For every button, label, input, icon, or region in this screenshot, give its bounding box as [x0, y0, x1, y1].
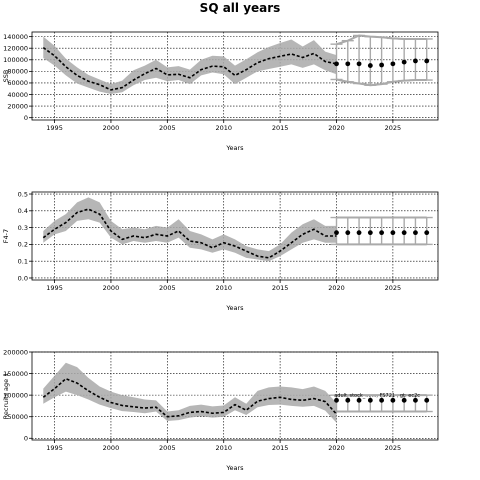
projection-median-point — [413, 397, 418, 403]
x-tick-label: 2010 — [215, 444, 232, 452]
x-axis-label: Years — [225, 304, 244, 312]
projection-median-point — [345, 61, 351, 67]
y-axis-label: SSB — [2, 70, 10, 83]
confidence-band — [43, 36, 337, 94]
y-tick-label: 0.5 — [18, 190, 28, 198]
x-tick-label: 2015 — [272, 124, 289, 132]
panels: 1995 2000 2005 2010 2015 2020 2025020000400006… — [2, 31, 439, 472]
y-tick-label: 120000 — [3, 45, 28, 53]
projection-median-point — [390, 230, 396, 236]
x-tick-label: 2005 — [159, 284, 176, 292]
y-tick-label: 50000 — [7, 413, 28, 421]
x-tick-label: 2015 — [272, 284, 289, 292]
plot-frame — [31, 191, 439, 281]
plot-frame — [31, 31, 439, 121]
x-tick-label: 2000 — [103, 124, 120, 132]
y-tick-label: 0 — [24, 435, 28, 443]
projection-median-point — [379, 397, 385, 403]
y-tick-label: 140000 — [3, 33, 28, 41]
x-tick-label: 2000 — [103, 284, 120, 292]
y-tick-label: 60000 — [7, 79, 28, 87]
projection-median-point — [367, 230, 373, 236]
projection-median-point — [401, 397, 407, 403]
projection-median-point — [367, 397, 373, 403]
x-tick-label: 1995 — [46, 444, 63, 452]
y-tick-label: 0.1 — [18, 257, 28, 265]
median-line — [42, 46, 337, 91]
chart-annotation: adult_stock_... ..., FS721 , gt: ec2c — [334, 393, 420, 399]
projection-median-point — [356, 61, 362, 67]
x-tick-label: 2020 — [328, 284, 345, 292]
projection-median-point — [413, 58, 418, 64]
projection-median-point — [379, 230, 385, 236]
x-tick-label: 2000 — [103, 444, 120, 452]
projection-median-point — [379, 62, 385, 68]
y-tick-label: 0.4 — [18, 207, 28, 215]
projection-median-point — [390, 61, 396, 67]
y-tick-label: 0.2 — [18, 241, 28, 249]
projection-median-point — [424, 230, 430, 236]
x-axis-label: Years — [225, 144, 244, 152]
y-tick-label: 0.3 — [18, 224, 28, 232]
projection-median-point — [356, 397, 362, 403]
chart-panel: 1995 2000 2005 2010 2015 2020 2025 0 50000 100000… — [2, 348, 439, 472]
y-tick-label: 200000 — [3, 348, 28, 356]
y-tick-label: 0 — [24, 114, 28, 122]
x-tick-label: 2015 — [272, 444, 289, 452]
x-axis-label: Years — [225, 464, 244, 472]
confidence-band — [43, 362, 337, 423]
y-tick-label: 80000 — [7, 68, 28, 76]
x-tick-label: 2025 — [385, 444, 402, 452]
y-axis-label: F4-7 — [2, 229, 10, 243]
y-tick-label: 100000 — [3, 56, 28, 64]
x-tick-label: 2005 — [159, 124, 176, 132]
y-tick-label: 150000 — [3, 370, 28, 378]
projection-median-point — [401, 59, 407, 65]
y-axis-label: Recruits age 1 — [2, 373, 10, 420]
projection-median-point — [390, 397, 396, 403]
x-tick-label: 1995 — [46, 284, 63, 292]
projection-median-point — [424, 397, 430, 403]
projection-median-point — [367, 63, 373, 68]
x-tick-label: 1995 — [46, 124, 63, 132]
projection-median-point — [356, 230, 362, 236]
confidence-band — [43, 197, 337, 262]
chart-panel: 1995 2000 2005 2010 2015 2020 2025 0.0 0.1 0.2 0.3… — [2, 190, 439, 312]
figure-title: SQ all years — [200, 1, 281, 15]
x-tick-label: 2020 — [328, 444, 345, 452]
x-tick-label: 2025 — [385, 124, 402, 132]
y-tick-label: 20000 — [7, 102, 28, 110]
x-tick-label: 2025 — [385, 284, 402, 292]
projection-median-point — [334, 230, 339, 236]
projection-median-point — [413, 230, 418, 236]
x-tick-label: 2010 — [215, 284, 232, 292]
x-tick-label: 2010 — [215, 124, 232, 132]
y-tick-label: 0.0 — [18, 274, 28, 282]
projection-median-point — [345, 397, 351, 403]
projection-median-point — [345, 230, 351, 236]
plot-frame — [31, 351, 439, 441]
y-tick-label: 100000 — [3, 391, 28, 399]
x-tick-label: 2020 — [328, 124, 345, 132]
projection-median-point — [334, 61, 339, 67]
projection-median-point — [401, 230, 407, 236]
projection-median-point — [424, 58, 430, 64]
chart-panel: 1995 2000 2005 2010 2015 2020 2025 0 20000 40000 6… — [2, 31, 439, 152]
projection-median-point — [334, 397, 339, 403]
median-line — [42, 208, 337, 259]
y-tick-label: 40000 — [7, 91, 28, 99]
x-tick-label: 2005 — [159, 444, 176, 452]
